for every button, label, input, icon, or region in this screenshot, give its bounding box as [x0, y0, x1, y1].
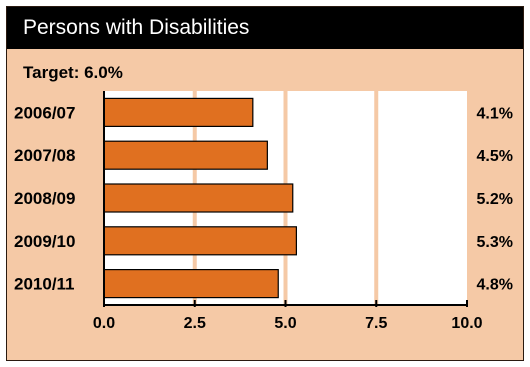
category-label: 2008/09: [14, 189, 75, 208]
target-label: Target: 6.0%: [23, 63, 123, 82]
bar-chart: 2006/07 4.1% 2007/08 4.5% 2008/09 5.2% 2009/10…: [14, 91, 513, 332]
title-bar: Persons with Disabilities: [7, 7, 523, 49]
bar-2006-07: [103, 97, 254, 128]
value-label: 5.2%: [477, 191, 513, 208]
chart-title: Persons with Disabilities: [23, 16, 250, 39]
bar-2009-10: [103, 226, 297, 256]
category-label: 2010/11: [14, 275, 75, 294]
x-tick-label: 0.0: [93, 315, 115, 332]
value-label: 4.8%: [477, 277, 513, 294]
category-label: 2006/07: [14, 103, 75, 122]
value-label: 5.3%: [477, 234, 513, 251]
value-label: 4.5%: [477, 148, 513, 165]
category-label: 2009/10: [14, 232, 75, 251]
bar-2010-11: [103, 269, 279, 299]
bar-2008-09: [103, 183, 294, 213]
x-tick-label: 10.0: [451, 315, 482, 332]
x-tick-label: 2.5: [184, 315, 206, 332]
x-tick-label: 5.0: [274, 315, 296, 332]
x-tick-label: 7.5: [365, 315, 387, 332]
chart-panel: Persons with Disabilities Target: 6.0% 2…: [6, 6, 524, 361]
category-label: 2007/08: [14, 146, 75, 165]
bar-2007-08: [103, 140, 268, 170]
value-label: 4.1%: [477, 105, 513, 122]
